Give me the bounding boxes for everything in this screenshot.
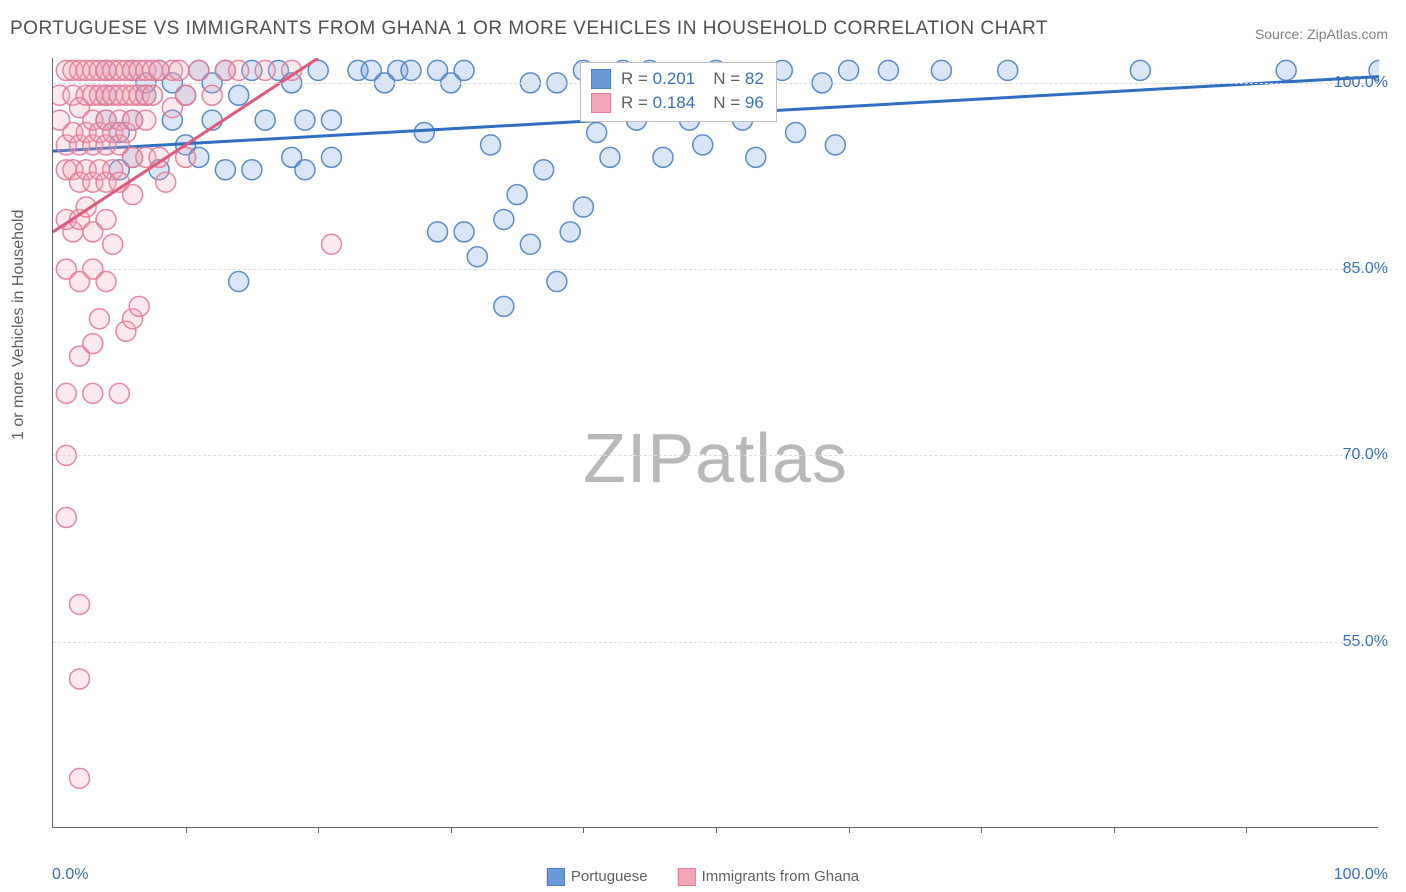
y-tick-label: 55.0% (1343, 633, 1388, 651)
data-point (587, 123, 607, 143)
data-point (96, 272, 116, 292)
chart-title: PORTUGUESE VS IMMIGRANTS FROM GHANA 1 OR… (10, 18, 1048, 40)
swatch-icon (678, 868, 696, 886)
data-point (70, 768, 90, 788)
data-point (653, 147, 673, 167)
x-tick-max: 100.0% (1334, 866, 1388, 884)
data-point (534, 160, 554, 180)
data-point (89, 309, 109, 329)
data-point (83, 334, 103, 354)
y-tick-label: 85.0% (1343, 260, 1388, 278)
x-tick (451, 827, 452, 833)
data-point (428, 222, 448, 242)
swatch-icon (591, 69, 611, 89)
stats-row: R = 0.201 N = 82 (591, 67, 764, 91)
data-point (70, 594, 90, 614)
data-point (467, 247, 487, 267)
data-point (878, 60, 898, 80)
data-point (401, 60, 421, 80)
x-tick (716, 827, 717, 833)
data-point (693, 135, 713, 155)
data-point (109, 383, 129, 403)
data-point (169, 60, 189, 80)
stats-row: R = 0.184 N = 96 (591, 91, 764, 115)
x-tick-min: 0.0% (52, 866, 88, 884)
gridline (53, 269, 1378, 270)
x-tick (1246, 827, 1247, 833)
gridline (53, 455, 1378, 456)
data-point (229, 85, 249, 105)
data-point (56, 508, 76, 528)
data-point (454, 60, 474, 80)
data-point (494, 209, 514, 229)
data-point (573, 197, 593, 217)
data-point (83, 383, 103, 403)
data-point (1130, 60, 1150, 80)
data-point (129, 296, 149, 316)
data-point (202, 85, 222, 105)
source-label: Source: ZipAtlas.com (1255, 26, 1388, 42)
data-point (825, 135, 845, 155)
legend-bottom: Portuguese Immigrants from Ghana (547, 868, 859, 886)
y-tick-label: 100.0% (1334, 74, 1388, 92)
data-point (156, 172, 176, 192)
data-point (229, 272, 249, 292)
data-point (839, 60, 859, 80)
swatch-icon (547, 868, 565, 886)
data-point (96, 209, 116, 229)
data-point (321, 110, 341, 130)
data-point (255, 60, 275, 80)
plot-area: ZIPatlas (52, 58, 1378, 828)
data-point (70, 669, 90, 689)
data-point (520, 234, 540, 254)
data-point (998, 60, 1018, 80)
data-point (229, 60, 249, 80)
data-point (295, 160, 315, 180)
x-tick (583, 827, 584, 833)
data-point (547, 272, 567, 292)
data-point (414, 123, 434, 143)
legend-item: Portuguese (547, 868, 648, 886)
data-point (321, 147, 341, 167)
data-point (931, 60, 951, 80)
stats-legend: R = 0.201 N = 82 R = 0.184 N = 96 (580, 62, 777, 122)
data-point (494, 296, 514, 316)
x-tick (849, 827, 850, 833)
data-point (295, 110, 315, 130)
data-point (189, 60, 209, 80)
data-point (481, 135, 501, 155)
data-point (454, 222, 474, 242)
data-point (242, 160, 262, 180)
data-point (142, 85, 162, 105)
y-axis-label: 1 or more Vehicles in Household (10, 210, 28, 440)
y-tick-label: 70.0% (1343, 446, 1388, 464)
data-point (321, 234, 341, 254)
data-point (1276, 60, 1296, 80)
gridline (53, 642, 1378, 643)
data-point (600, 147, 620, 167)
x-tick (1114, 827, 1115, 833)
data-point (56, 383, 76, 403)
swatch-icon (591, 93, 611, 113)
data-point (786, 123, 806, 143)
data-point (746, 147, 766, 167)
x-tick (981, 827, 982, 833)
data-point (560, 222, 580, 242)
data-point (176, 85, 196, 105)
data-point (255, 110, 275, 130)
data-point (215, 160, 235, 180)
legend-item: Immigrants from Ghana (678, 868, 860, 886)
data-point (507, 185, 527, 205)
data-point (103, 234, 123, 254)
data-point (136, 110, 156, 130)
data-point (123, 185, 143, 205)
x-tick (186, 827, 187, 833)
chart-svg (53, 58, 1379, 828)
x-tick (318, 827, 319, 833)
